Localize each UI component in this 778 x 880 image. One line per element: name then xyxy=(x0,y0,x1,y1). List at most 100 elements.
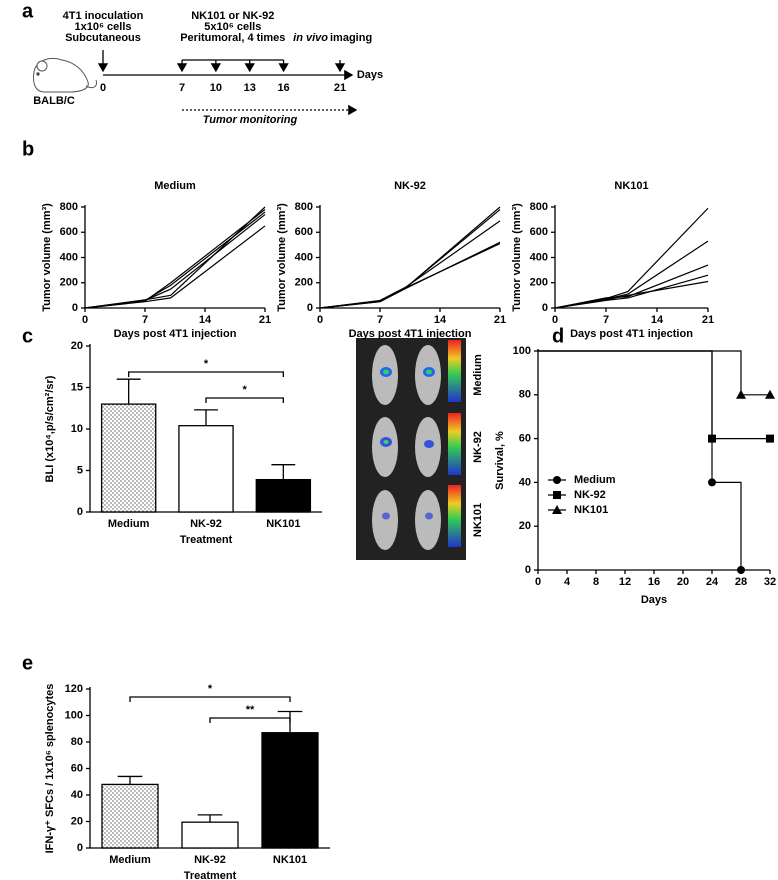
y-tick-label: 0 xyxy=(72,302,78,314)
significance-label: * xyxy=(208,683,213,695)
y-axis-label: Survival, % xyxy=(494,431,506,490)
x-tick-label: 14 xyxy=(651,314,664,326)
y-tick-label: 800 xyxy=(295,201,313,213)
series-line xyxy=(554,280,709,309)
series-line xyxy=(319,220,501,309)
significance-bracket xyxy=(205,397,284,403)
y-tick-label: 0 xyxy=(77,506,83,518)
marker xyxy=(708,434,716,443)
series-line xyxy=(319,209,501,309)
strain-label: BALB/C xyxy=(33,95,75,107)
legend-label: NK-92 xyxy=(574,489,606,501)
x-axis-label: Days post 4T1 injection xyxy=(570,328,693,340)
bar xyxy=(100,403,157,513)
series-line xyxy=(84,206,266,309)
panel-label: a xyxy=(22,0,34,22)
day-label: 10 xyxy=(210,82,222,94)
monitoring-label: Tumor monitoring xyxy=(203,114,298,126)
series-line xyxy=(538,350,770,396)
x-tick-label: 21 xyxy=(494,314,506,326)
x-tick-label: NK-92 xyxy=(190,518,222,530)
x-tick-label: 28 xyxy=(735,576,747,588)
y-tick-label: 40 xyxy=(71,789,83,801)
panel-label: c xyxy=(22,325,33,347)
y-tick-label: 20 xyxy=(519,520,531,532)
bar xyxy=(101,783,159,849)
y-tick-label: 80 xyxy=(71,736,83,748)
y-tick-label: 100 xyxy=(65,709,83,721)
series-line xyxy=(538,350,742,570)
inoculation-text: Subcutaneous xyxy=(65,32,141,44)
chart-title: NK-92 xyxy=(394,180,426,192)
y-tick-label: 60 xyxy=(71,762,83,774)
significance-label: ** xyxy=(246,704,255,716)
y-tick-label: 400 xyxy=(530,251,548,263)
significance-bracket xyxy=(209,717,291,723)
bar xyxy=(178,425,234,513)
bli-image xyxy=(356,338,466,560)
x-axis-label: Days post 4T1 injection xyxy=(114,328,237,340)
series-line xyxy=(319,241,501,309)
marker xyxy=(552,505,562,514)
bar xyxy=(255,478,312,513)
day-label: 16 xyxy=(277,82,289,94)
x-tick-label: 0 xyxy=(552,314,558,326)
imaging-text: imaging xyxy=(330,32,372,44)
x-tick-label: 14 xyxy=(434,314,447,326)
x-tick-label: Medium xyxy=(108,518,150,530)
x-tick-label: 24 xyxy=(706,576,719,588)
y-tick-label: 15 xyxy=(71,381,83,393)
x-tick-label: 16 xyxy=(648,576,660,588)
series-line xyxy=(538,350,770,440)
y-tick-label: 60 xyxy=(519,433,531,445)
x-tick-label: 7 xyxy=(603,314,609,326)
marker xyxy=(766,434,774,443)
series-line xyxy=(84,225,266,309)
significance-bracket xyxy=(129,696,291,702)
chart-title: Medium xyxy=(154,180,196,192)
mouse-icon xyxy=(33,58,97,93)
y-tick-label: 200 xyxy=(530,277,548,289)
legend-label: Medium xyxy=(574,474,616,486)
image-label: NK101 xyxy=(472,503,484,537)
panel-label: b xyxy=(22,138,34,160)
inoculation-text: 4T1 inoculation xyxy=(63,10,144,22)
y-tick-label: 0 xyxy=(77,842,83,854)
bar xyxy=(261,732,319,849)
y-axis-label: IFN-γ⁺ SFCs / 1x10⁶ splenocytes xyxy=(44,684,56,854)
marker xyxy=(765,389,775,399)
significance-bracket xyxy=(128,371,284,377)
x-tick-label: 21 xyxy=(702,314,714,326)
x-tick-label: 20 xyxy=(677,576,689,588)
x-tick-label: 12 xyxy=(619,576,631,588)
legend-label: NK101 xyxy=(574,504,608,516)
y-tick-label: 400 xyxy=(295,251,313,263)
bar xyxy=(181,821,239,849)
x-tick-label: NK101 xyxy=(266,518,300,530)
day-label: 7 xyxy=(179,82,185,94)
y-tick-label: 800 xyxy=(60,201,78,213)
image-label: NK-92 xyxy=(472,431,484,463)
x-tick-label: 8 xyxy=(593,576,599,588)
y-tick-label: 10 xyxy=(71,423,83,435)
marker xyxy=(708,478,716,487)
x-tick-label: 0 xyxy=(317,314,323,326)
y-tick-label: 20 xyxy=(71,340,83,352)
treatment-text: 5x10⁶ cells xyxy=(204,21,261,33)
x-tick-label: 7 xyxy=(377,314,383,326)
x-tick-label: Medium xyxy=(109,854,151,866)
treatment-text: Peritumoral, 4 times xyxy=(180,32,285,44)
y-tick-label: 200 xyxy=(295,277,313,289)
series-line xyxy=(84,211,266,309)
marker xyxy=(736,389,746,399)
panel-label: d xyxy=(552,325,564,347)
series-line xyxy=(554,207,709,309)
y-tick-label: 100 xyxy=(513,345,531,357)
x-axis-label: Treatment xyxy=(180,534,233,546)
inoculation-text: 1x10⁶ cells xyxy=(74,21,131,33)
day-label: 13 xyxy=(244,82,256,94)
x-tick-label: 7 xyxy=(142,314,148,326)
y-axis-label: Tumor volume (mm³) xyxy=(511,203,523,312)
x-tick-label: NK101 xyxy=(273,854,307,866)
